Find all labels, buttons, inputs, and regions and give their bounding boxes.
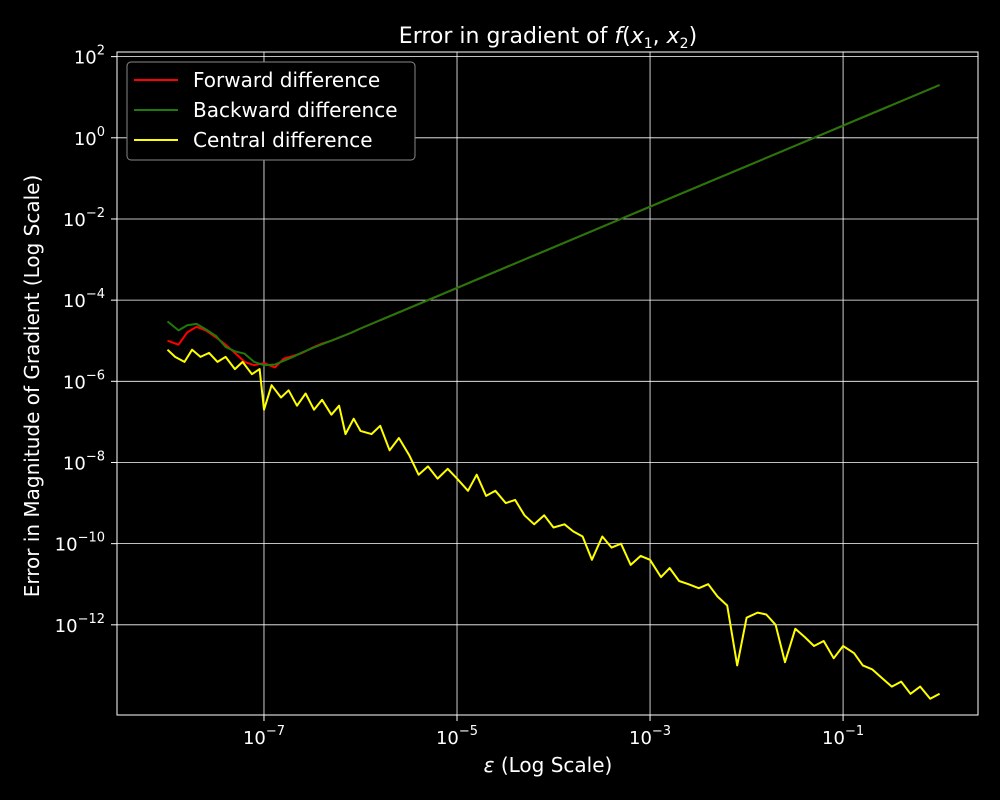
y-tick-label: 10−4 [63,287,105,312]
y-tick-label: 102 [74,44,105,69]
y-tick-label: 10−12 [55,612,105,637]
series-lines [166,84,941,700]
legend-label: Central difference [193,128,373,152]
series-line-backward-difference [166,84,940,367]
x-tick-label: 10−7 [243,724,285,749]
y-axis-label: Error in Magnitude of Gradient (Log Scal… [20,175,44,598]
x-tick-label: 10−3 [629,724,671,749]
plot-area-frame [116,51,979,716]
legend-label: Backward difference [193,98,398,122]
y-tick-label: 10−6 [63,368,105,393]
y-tick-label: 10−10 [55,531,105,556]
x-axis-ticks: 10−7 10−5 10−3 10−1 [243,715,864,749]
chart-title: Error in gradient of f(x1, x2) [399,24,697,52]
x-tick-label: 10−5 [436,724,478,749]
y-tick-label: 100 [74,125,105,150]
legend-box [126,61,416,161]
y-axis-ticks: 102 100 10−2 10−4 10−6 10−8 10−10 10−12 [55,44,117,637]
x-tick-label: 10−1 [822,724,864,749]
series-line-central-difference [166,348,941,700]
x-axis-label: ε (Log Scale) [484,753,613,777]
legend: Forward difference Backward difference Cen… [126,61,416,161]
legend-label: Forward difference [193,68,380,92]
y-tick-label: 10−2 [63,206,105,231]
y-tick-label: 10−8 [63,449,105,474]
